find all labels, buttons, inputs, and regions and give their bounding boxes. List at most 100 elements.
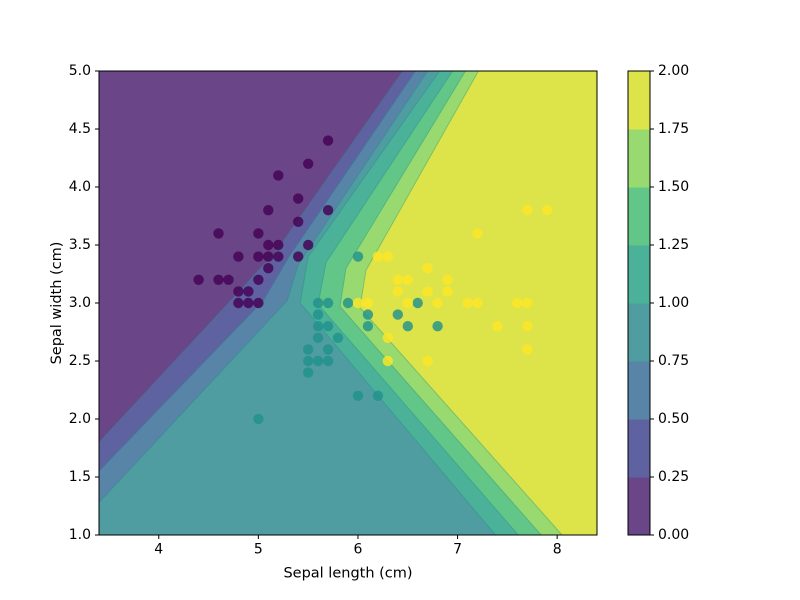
y-tick-label: 1.0 bbox=[69, 527, 91, 543]
colorbar-tick-label: 1.25 bbox=[658, 237, 689, 253]
colorbar-tick-label: 0.25 bbox=[658, 469, 689, 485]
scatter-point-class-0 bbox=[322, 135, 334, 146]
scatter-point-class-2 bbox=[392, 274, 403, 285]
contour-line-level-0.5 bbox=[98, 70, 417, 472]
scatter-point-class-2 bbox=[472, 297, 483, 309]
y-tick-label: 3.0 bbox=[69, 295, 91, 311]
scatter-point-class-1 bbox=[432, 321, 443, 332]
scatter-point-class-2 bbox=[382, 251, 393, 262]
scatter-point-class-2 bbox=[442, 274, 453, 285]
y-tick-label: 1.5 bbox=[69, 469, 91, 485]
scatter-point-class-2 bbox=[352, 297, 364, 309]
colorbar-band-5 bbox=[628, 187, 650, 246]
colorbar-tick-label: 0.75 bbox=[658, 353, 689, 369]
scatter-point-class-0 bbox=[213, 228, 224, 239]
scatter-point-class-1 bbox=[402, 321, 413, 332]
contour-line-level-0.25 bbox=[98, 70, 404, 443]
scatter-point-class-0 bbox=[243, 286, 254, 297]
scatter-point-class-1 bbox=[322, 344, 334, 355]
colorbar-tick-label: 1.00 bbox=[658, 295, 689, 311]
scatter-point-class-2 bbox=[542, 205, 553, 216]
colorbar-tick-label: 2.00 bbox=[658, 63, 689, 79]
scatter-point-class-0 bbox=[263, 205, 274, 216]
scatter-point-class-1 bbox=[372, 390, 384, 401]
colorbar-tick-label: 1.50 bbox=[658, 179, 689, 195]
colorbar-band-1 bbox=[628, 419, 650, 478]
y-tick-label: 2.0 bbox=[69, 411, 91, 427]
scatter-point-class-2 bbox=[402, 297, 413, 309]
y-axis-label: Sepal width (cm) bbox=[49, 242, 65, 365]
scatter-point-class-2 bbox=[462, 297, 473, 309]
scatter-point-class-1 bbox=[352, 251, 364, 262]
scatter-point-class-0 bbox=[233, 251, 244, 262]
scatter-point-class-0 bbox=[233, 286, 244, 297]
scatter-point-class-0 bbox=[223, 274, 234, 285]
scatter-point-class-0 bbox=[273, 170, 284, 181]
scatter-point-class-1 bbox=[253, 413, 264, 425]
scatter-point-class-0 bbox=[193, 274, 204, 285]
scatter-point-class-0 bbox=[293, 251, 304, 262]
x-tick-label: 8 bbox=[553, 542, 562, 558]
scatter-point-class-1 bbox=[303, 355, 314, 367]
colorbar-band-6 bbox=[628, 129, 650, 188]
scatter-point-class-2 bbox=[402, 274, 413, 285]
colorbar-tick-label: 1.75 bbox=[658, 121, 689, 137]
scatter-point-class-1 bbox=[342, 297, 354, 309]
scatter-point-class-2 bbox=[522, 344, 533, 355]
scatter-point-class-2 bbox=[492, 321, 503, 332]
y-tick-label: 2.5 bbox=[69, 353, 91, 369]
scatter-point-class-2 bbox=[362, 297, 374, 309]
scatter-point-class-0 bbox=[253, 274, 264, 285]
scatter-point-class-1 bbox=[312, 321, 324, 332]
colorbar-band-0 bbox=[628, 477, 650, 536]
colorbar-tick-label: 0.00 bbox=[658, 527, 689, 543]
scatter-point-class-1 bbox=[312, 309, 324, 320]
scatter-point-class-1 bbox=[362, 309, 374, 320]
scatter-point-class-2 bbox=[472, 228, 483, 239]
colorbar-band-3 bbox=[628, 303, 650, 362]
scatter-point-class-0 bbox=[213, 274, 224, 285]
scatter-point-class-2 bbox=[522, 205, 533, 216]
scatter-point-class-2 bbox=[512, 297, 523, 309]
scatter-point-class-2 bbox=[422, 355, 433, 367]
scatter-point-class-2 bbox=[432, 297, 443, 309]
scatter-point-class-1 bbox=[322, 297, 334, 309]
contour-line-level-1.75 bbox=[359, 70, 563, 536]
contour-region-level-0.25 bbox=[99, 71, 403, 443]
scatter-point-class-0 bbox=[293, 216, 304, 227]
scatter-point-class-1 bbox=[303, 367, 314, 378]
scatter-point-class-1 bbox=[392, 309, 403, 320]
scatter-point-class-1 bbox=[332, 332, 344, 343]
contour-line-level-1.5 bbox=[339, 70, 542, 536]
scatter-point-class-0 bbox=[233, 297, 244, 309]
scatter-point-class-1 bbox=[352, 390, 364, 401]
scatter-point-class-2 bbox=[442, 286, 453, 297]
scatter-point-class-2 bbox=[372, 251, 384, 262]
scatter-point-class-2 bbox=[382, 355, 393, 367]
scatter-point-class-2 bbox=[522, 321, 533, 332]
scatter-point-class-0 bbox=[263, 263, 274, 274]
colorbar-band-2 bbox=[628, 361, 650, 420]
scatter-point-class-0 bbox=[263, 239, 274, 251]
scatter-point-class-0 bbox=[253, 297, 264, 309]
colorbar-band-7 bbox=[628, 71, 650, 130]
contour-line-level-1 bbox=[299, 70, 496, 536]
x-tick-label: 4 bbox=[154, 542, 163, 558]
scatter-point-class-0 bbox=[273, 239, 284, 251]
scatter-point-class-0 bbox=[293, 193, 304, 204]
scatter-point-class-1 bbox=[303, 344, 314, 355]
x-axis-label: Sepal length (cm) bbox=[283, 566, 412, 582]
x-tick-label: 5 bbox=[254, 542, 263, 558]
y-tick-label: 4.0 bbox=[69, 179, 91, 195]
scatter-point-class-0 bbox=[253, 251, 264, 262]
scatter-point-class-1 bbox=[312, 332, 324, 343]
y-tick-label: 4.5 bbox=[69, 121, 91, 137]
scatter-point-class-0 bbox=[322, 205, 334, 216]
contour-line-level-0.75 bbox=[98, 70, 429, 503]
scatter-point-class-0 bbox=[303, 239, 314, 251]
scatter-point-class-0 bbox=[303, 158, 314, 169]
y-tick-label: 5.0 bbox=[69, 63, 91, 79]
y-tick-label: 3.5 bbox=[69, 237, 91, 253]
